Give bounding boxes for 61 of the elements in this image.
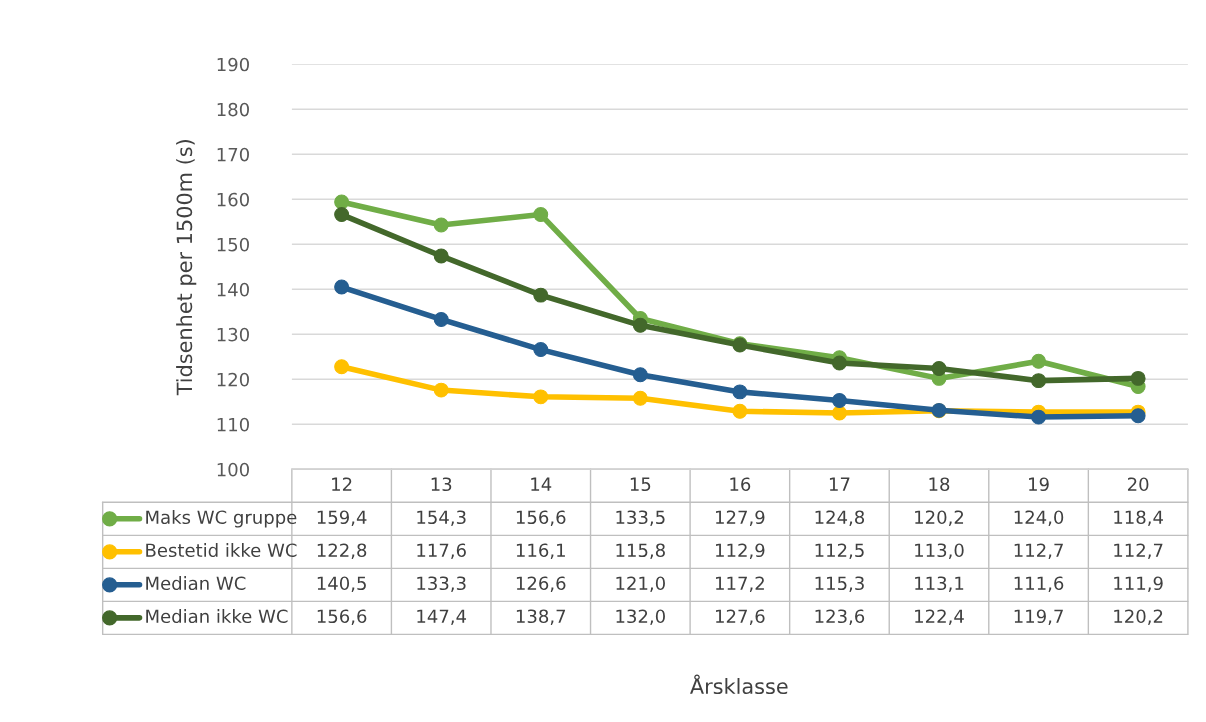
y-tick-label: 160 [217,192,249,207]
data-label: 115,8 [616,543,665,559]
y-tick-label: 170 [217,147,249,162]
y-tick-label: 180 [217,102,249,117]
data-label: 154,3 [417,510,466,526]
data-label: 156,6 [516,510,566,526]
data-label: 122,4 [915,609,964,625]
data-label: 126,6 [516,576,566,592]
data-label: 116,1 [516,543,565,559]
y-tick-label: 150 [217,237,249,252]
text: Årsklasse [690,674,788,695]
data-label: 122,8 [317,543,367,559]
data-label: 111,9 [1114,576,1163,592]
legend-label: Maks WC gruppe [146,510,297,528]
data-label: 113,1 [915,576,964,592]
x-tick-label: 12 [332,477,352,491]
x-tick-label: 13 [431,477,452,492]
y-tick-label: 110 [217,417,249,432]
y-tick-label: 140 [217,282,249,297]
data-label: 117,2 [716,576,764,592]
legend-label: Median ikke WC [146,609,288,624]
data-label: 138,7 [516,609,566,625]
data-label: 124,0 [1014,510,1064,526]
data-label: 121,0 [616,576,665,592]
legend-label: Bestetid ikke WC [146,543,297,558]
x-tick-label: 17 [829,477,850,491]
y-tick-label: 120 [217,372,249,387]
data-label: 118,4 [1114,510,1163,526]
data-label: 156,6 [317,609,367,625]
data-label: 120,2 [1114,609,1163,625]
y-tick-label: 100 [217,462,249,477]
data-label: 127,9 [716,510,765,526]
x-tick-label: 16 [730,477,751,492]
data-label: 159,4 [317,510,367,526]
data-label: 112,5 [815,543,864,559]
x-tick-label: 20 [1127,477,1149,492]
data-label: 111,6 [1014,576,1064,592]
data-label: 112,7 [1114,543,1163,559]
data-label: 119,7 [1014,609,1063,625]
data-label: 112,7 [1014,543,1063,559]
y-tick-label: 130 [217,327,249,342]
legend-label: Median WC [146,576,246,591]
data-label: 123,6 [815,609,865,625]
data-label: 112,9 [716,543,765,559]
data-label: 115,3 [815,576,864,592]
x-tick-label: 14 [531,477,552,491]
data-label: 113,0 [915,543,964,559]
data-label: 133,5 [616,510,665,526]
y-axis-title: Tidsenhet per 1500m (s) [176,140,197,396]
data-label: 140,5 [317,576,366,592]
data-label: 124,8 [815,510,865,526]
data-label: 117,6 [417,543,466,559]
y-tick-label: 190 [217,57,249,72]
data-label: 133,3 [417,576,466,592]
data-label: 132,0 [616,609,665,625]
x-tick-label: 15 [630,477,651,492]
data-label: 120,2 [915,510,964,526]
data-label: 147,4 [417,609,467,625]
data-label: 127,6 [716,609,765,625]
x-tick-label: 18 [929,477,950,492]
x-tick-label: 19 [1029,477,1049,492]
